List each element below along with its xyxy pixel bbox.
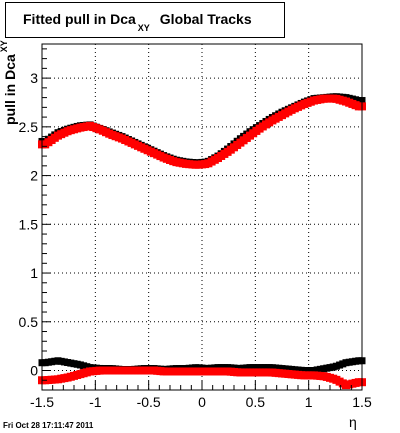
chart-ticks [41, 48, 363, 391]
y-tick-label: 0.5 [19, 314, 39, 330]
x-tick-label: 1 [305, 394, 313, 410]
y-tick-label: 0 [30, 363, 38, 379]
chart-title-tail: Global Tracks [159, 11, 252, 27]
chart-title-subscript: XY [137, 23, 150, 33]
chart-title-main: Fitted pull in Dca [23, 11, 136, 27]
y-tick-label: 1 [30, 265, 38, 281]
x-tick-label: -1 [89, 394, 102, 410]
x-tick-label: 0 [198, 394, 206, 410]
x-tick-label: -1.5 [30, 394, 54, 410]
y-tick-label: 2 [30, 168, 38, 184]
y-tick-label: 3 [30, 70, 38, 86]
x-tick-label: 0.5 [246, 394, 266, 410]
y-axis-label-subscript: XY [0, 40, 9, 53]
chart-title-box: Fitted pull in DcaXY Global Tracks [5, 2, 285, 38]
x-tick-label: 1.5 [352, 394, 372, 410]
chart-title: Fitted pull in DcaXY Global Tracks [23, 11, 252, 33]
data-series-4 [38, 366, 366, 390]
y-tick-label: 2.5 [19, 119, 39, 135]
x-tick-label: -0.5 [137, 394, 161, 410]
y-axis-label-main: pull in Dca [2, 54, 18, 125]
chart-tick-labels: -1.5 -1 -0.5 0 0.5 1 1.5 0 0.5 1 1.5 2 2.5 3 [19, 70, 372, 410]
x-axis-label: η [349, 414, 357, 430]
data-series-2 [38, 94, 366, 169]
y-axis-label: pull in DcaXY [0, 40, 18, 126]
datestamp: Fri Oct 28 17:11:47 2011 [3, 421, 94, 430]
y-tick-label: 1.5 [19, 216, 39, 232]
